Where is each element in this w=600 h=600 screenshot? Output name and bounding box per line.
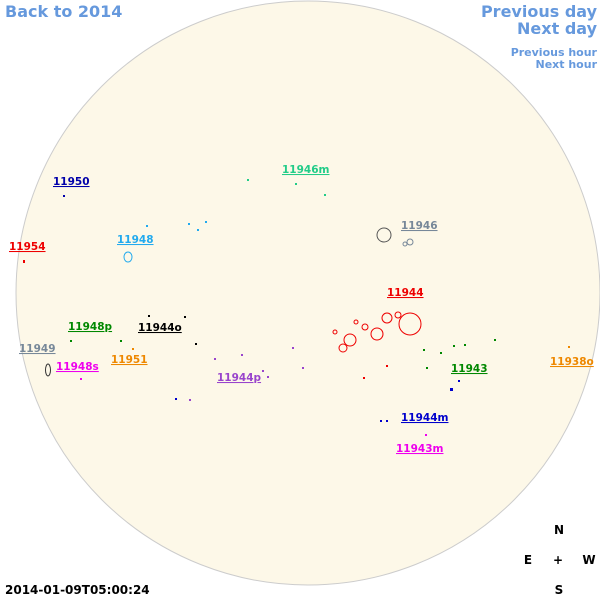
back-link[interactable]: Back to 2014 <box>5 2 122 21</box>
region-label: 11949 <box>19 343 56 355</box>
region-label: 11948 <box>117 234 154 246</box>
region-label: 11954 <box>9 241 46 253</box>
sunspots <box>45 227 422 377</box>
next-day-link[interactable]: Next day <box>517 19 598 38</box>
previous-day-link[interactable]: Previous day <box>481 2 598 21</box>
region-label: 11938o <box>550 356 594 368</box>
region-label: 11946 <box>401 220 438 232</box>
region-label: 11944 <box>387 287 424 299</box>
region-label: 11946m <box>282 164 330 176</box>
region-label: 11951 <box>111 354 148 366</box>
compass-center: + <box>553 553 563 567</box>
region-label: 11944m <box>401 412 449 424</box>
region-label: 11948p <box>68 321 113 333</box>
compass-east: E <box>524 553 532 567</box>
region-label: 11948s <box>56 361 99 373</box>
compass-south: S <box>555 583 564 597</box>
previous-hour-link[interactable]: Previous hour <box>511 46 598 59</box>
timestamp: 2014-01-09T05:00:24 <box>5 583 150 597</box>
region-label: 11943 <box>451 363 488 375</box>
solar-disk <box>15 0 600 586</box>
compass-west: W <box>582 553 595 567</box>
region-label: 11950 <box>53 176 90 188</box>
region-label: 11944o <box>138 322 182 334</box>
spot-dots <box>23 179 570 436</box>
compass-north: N <box>554 523 564 537</box>
region-label: 11943m <box>396 443 444 455</box>
region-label: 11944p <box>217 372 262 384</box>
next-hour-link[interactable]: Next hour <box>536 58 598 71</box>
